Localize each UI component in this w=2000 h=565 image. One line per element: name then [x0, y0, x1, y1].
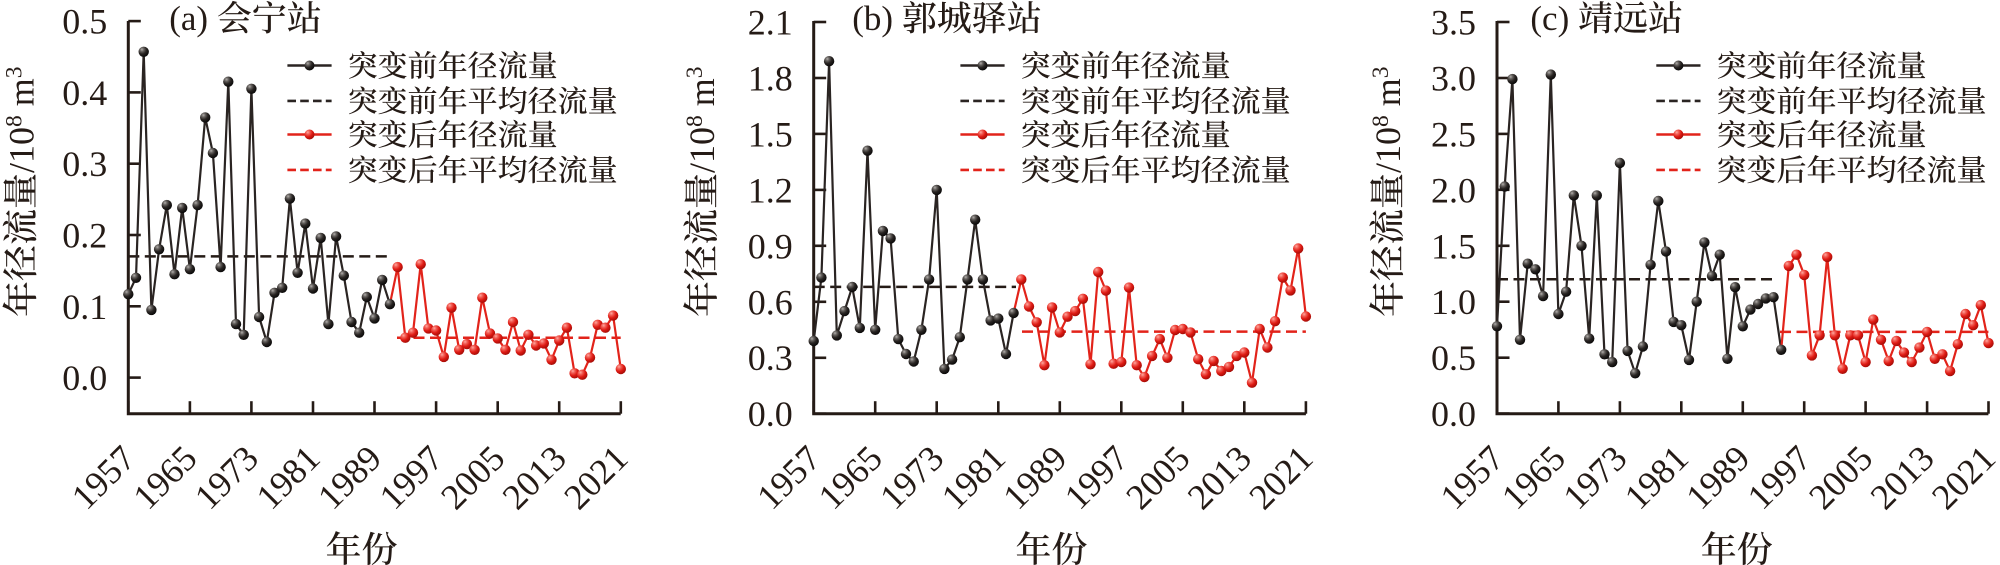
- svg-text:0.2: 0.2: [62, 216, 107, 256]
- svg-text:8: 8: [1368, 115, 1394, 127]
- svg-text:/10: /10: [1368, 127, 1408, 173]
- svg-text:/10: /10: [1, 127, 41, 173]
- svg-text:3.5: 3.5: [1431, 3, 1476, 43]
- svg-text:2.5: 2.5: [1431, 114, 1476, 154]
- svg-text:0.3: 0.3: [748, 338, 793, 378]
- svg-text:m: m: [1, 78, 41, 106]
- svg-text:0.0: 0.0: [1431, 394, 1476, 434]
- svg-text:1.5: 1.5: [1431, 226, 1476, 266]
- svg-text:0.4: 0.4: [62, 73, 107, 113]
- svg-text:0.9: 0.9: [748, 226, 793, 266]
- svg-text:1.0: 1.0: [1431, 282, 1476, 322]
- svg-text:(b): (b): [852, 0, 893, 38]
- svg-text:8: 8: [682, 115, 708, 127]
- svg-text:m: m: [682, 78, 722, 106]
- svg-text:1.5: 1.5: [748, 114, 793, 154]
- svg-text:(a): (a): [169, 0, 208, 38]
- svg-text:3: 3: [682, 66, 708, 78]
- svg-text:2.0: 2.0: [1431, 170, 1476, 210]
- svg-text:3: 3: [1368, 66, 1394, 78]
- svg-text:1.2: 1.2: [748, 170, 793, 210]
- svg-text:1.8: 1.8: [748, 59, 793, 99]
- svg-text:0.5: 0.5: [1431, 338, 1476, 378]
- svg-text:8: 8: [1, 115, 27, 127]
- svg-text:0.0: 0.0: [62, 358, 107, 398]
- svg-text:0.5: 0.5: [62, 2, 107, 42]
- svg-text:/10: /10: [682, 127, 722, 173]
- svg-text:3: 3: [1, 66, 27, 78]
- svg-text:0.0: 0.0: [748, 394, 793, 434]
- svg-text:2.1: 2.1: [748, 3, 793, 43]
- svg-text:0.1: 0.1: [62, 287, 107, 327]
- svg-text:m: m: [1368, 78, 1408, 106]
- svg-text:0.6: 0.6: [748, 282, 793, 322]
- svg-text:3.0: 3.0: [1431, 59, 1476, 99]
- svg-text:(c): (c): [1530, 0, 1569, 38]
- svg-text:0.3: 0.3: [62, 144, 107, 184]
